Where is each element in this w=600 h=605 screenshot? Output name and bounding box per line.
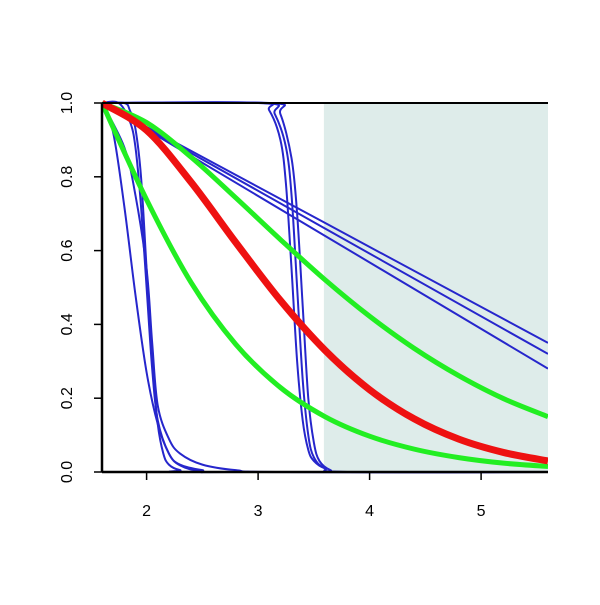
y-tick-label: 0.0 bbox=[59, 461, 76, 483]
line-series bbox=[102, 101, 548, 469]
line-series bbox=[102, 99, 548, 465]
line-series bbox=[102, 100, 548, 419]
x-tick-label: 4 bbox=[365, 503, 374, 520]
y-tick-label: 1.0 bbox=[59, 92, 76, 114]
y-tick-label: 0.8 bbox=[59, 166, 76, 188]
y-tick-label: 0.4 bbox=[59, 313, 76, 335]
x-tick-label: 3 bbox=[254, 503, 263, 520]
shaded-region bbox=[323, 103, 548, 472]
x-tick-label: 2 bbox=[142, 503, 151, 520]
x-tick-label: 5 bbox=[477, 503, 486, 520]
y-tick-label: 0.2 bbox=[59, 387, 76, 409]
y-tick-label: 0.6 bbox=[59, 239, 76, 261]
